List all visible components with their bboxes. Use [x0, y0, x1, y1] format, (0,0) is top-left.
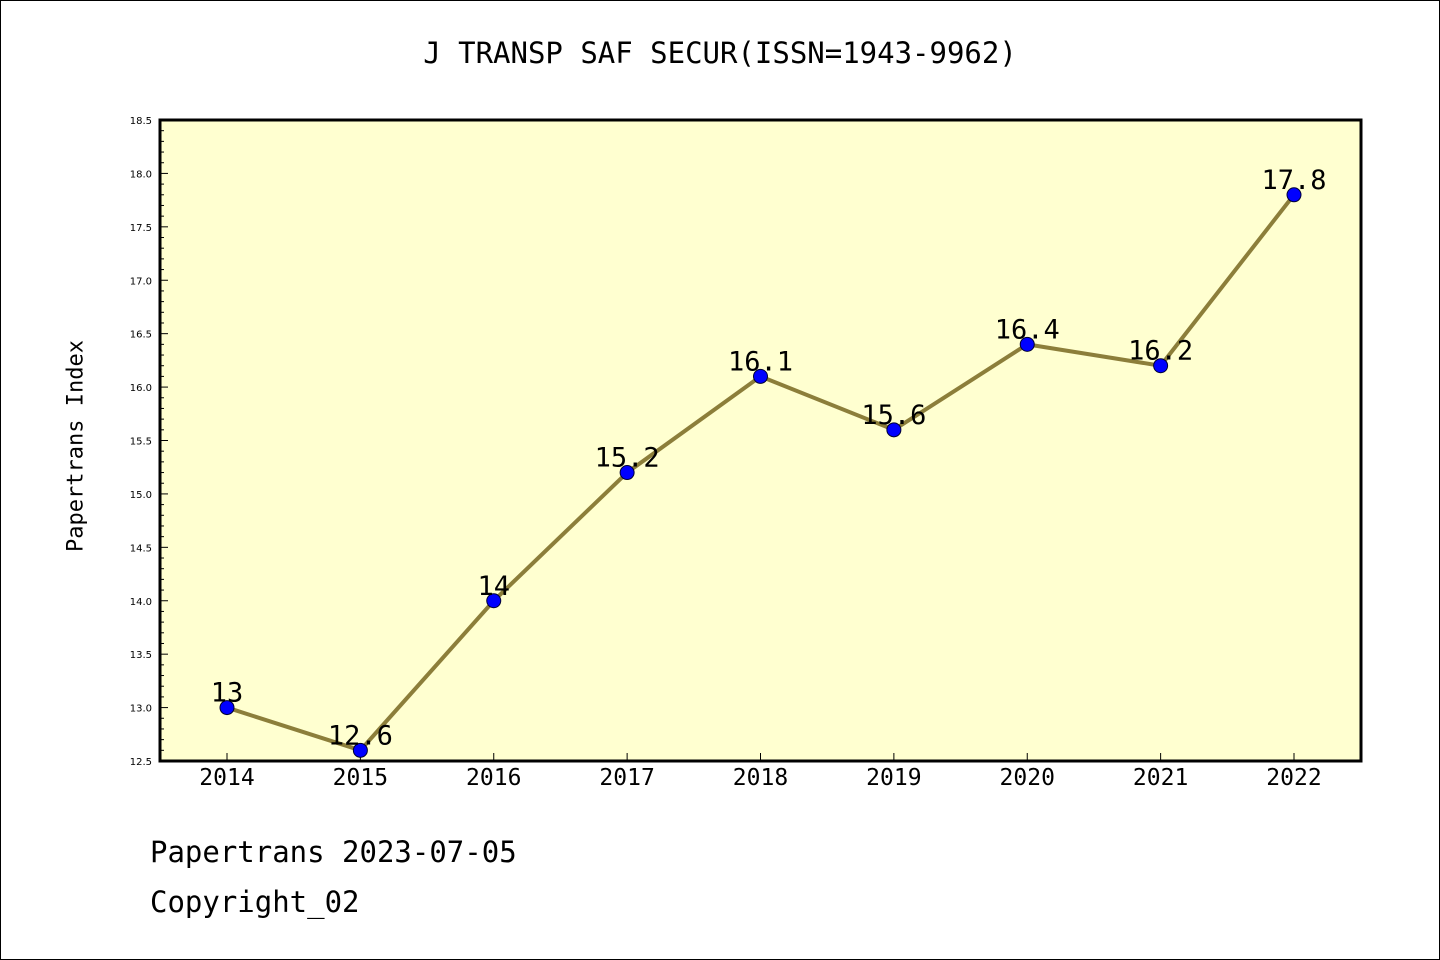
y-tick-label: 18.5 — [130, 116, 152, 127]
footer-source: Papertrans 2023-07-05 — [150, 835, 517, 869]
data-label: 16.1 — [728, 346, 793, 377]
axis-ticks: 12.5 13.0 13.5 14.0 14.5 15.0 15.5 16.0 16.5 17.0… — [130, 116, 1322, 791]
data-point — [486, 593, 502, 609]
chart-title: J TRANSP SAF SECUR(ISSN=1943-9962) — [423, 36, 1017, 70]
footer-copyright: Copyright_02 — [150, 885, 360, 919]
x-tick-label: 2014 — [199, 765, 254, 791]
data-label: 15.6 — [861, 400, 926, 431]
data-label: 12.6 — [328, 720, 393, 751]
data-label: 16.2 — [1128, 336, 1193, 367]
data-point — [753, 368, 768, 384]
data-labels: 13 12.6 14 15.2 16.1 15.6 16.4 16.2 17.8 — [211, 165, 1327, 752]
y-tick-label: 14.5 — [130, 543, 152, 554]
x-tick-label: 2017 — [599, 765, 654, 791]
plot-area — [160, 120, 1361, 761]
x-tick-label: 2016 — [466, 765, 521, 791]
y-tick-label: 15.5 — [130, 437, 152, 448]
data-point — [619, 465, 635, 481]
data-points — [219, 187, 1302, 758]
data-label: 16.4 — [995, 314, 1060, 345]
x-tick-label: 2021 — [1133, 765, 1188, 791]
data-point — [1153, 358, 1169, 374]
y-tick-label: 15.0 — [130, 490, 152, 501]
y-tick-label: 17.0 — [130, 276, 152, 287]
y-tick-label: 18.0 — [130, 169, 152, 180]
x-tick-label: 2020 — [1000, 765, 1055, 791]
data-point — [1019, 336, 1035, 352]
data-point — [352, 742, 368, 758]
data-label: 17.8 — [1261, 165, 1326, 196]
y-tick-label: 13.0 — [130, 704, 152, 715]
data-point — [886, 422, 902, 438]
x-tick-label: 2022 — [1266, 765, 1321, 791]
x-tick-label: 2018 — [733, 765, 788, 791]
y-tick-label: 14.0 — [130, 597, 152, 608]
y-tick-label: 17.5 — [130, 223, 152, 234]
data-label: 14 — [477, 571, 510, 602]
y-tick-label: 16.0 — [130, 383, 152, 394]
y-tick-label: 16.5 — [130, 330, 152, 341]
x-tick-label: 2015 — [333, 765, 388, 791]
plot-border — [158, 118, 1363, 763]
y-tick-label: 13.5 — [130, 650, 152, 661]
x-tick-label: 2019 — [866, 765, 921, 791]
data-label: 15.2 — [595, 443, 660, 474]
data-point — [1286, 187, 1302, 203]
data-point — [219, 700, 235, 716]
y-tick-label: 12.5 — [130, 757, 152, 768]
data-label: 13 — [211, 678, 244, 709]
